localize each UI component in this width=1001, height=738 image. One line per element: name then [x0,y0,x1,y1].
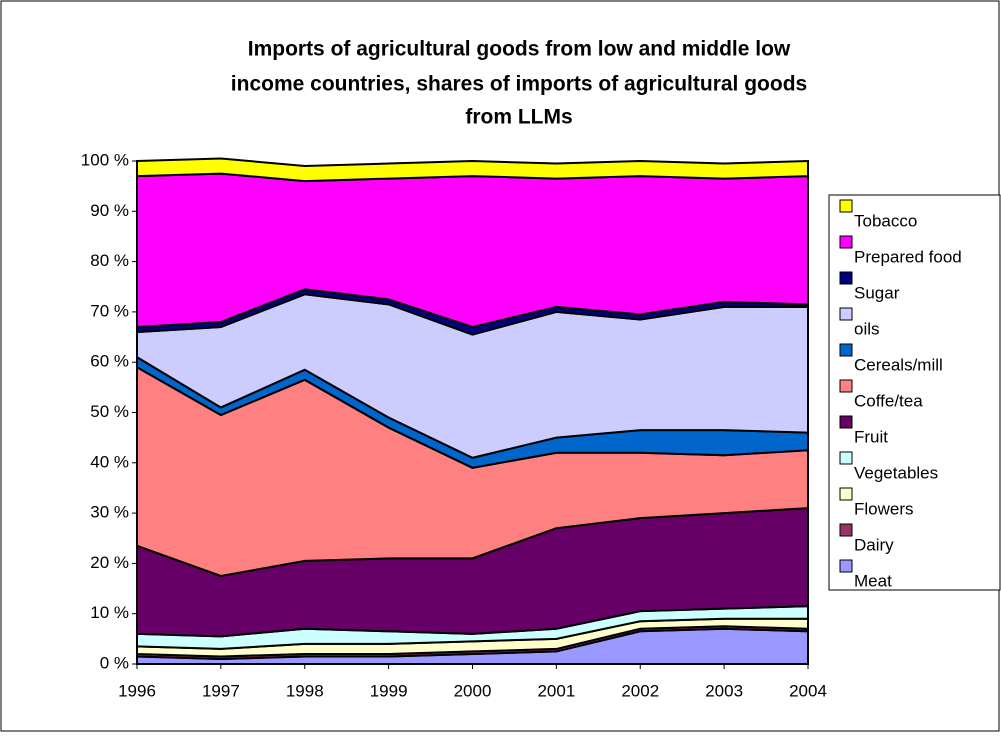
y-tick-label: 40 % [90,452,129,471]
legend-swatch [839,451,853,465]
y-tick-label: 10 % [90,603,129,622]
y-tick-label: 30 % [90,503,129,522]
legend [828,194,1001,591]
y-tick-label: 70 % [90,301,129,320]
y-tick-label: 0 % [100,653,129,672]
legend-label: oils [854,319,880,338]
legend-swatch [839,415,853,429]
chart-title: Imports of agricultural goods from low a… [248,38,791,61]
legend-label: Dairy [854,535,894,554]
y-tick-label: 80 % [90,251,129,270]
x-tick-label: 2000 [454,681,492,700]
area [136,157,809,183]
y-tick-label: 90 % [90,201,129,220]
legend-swatch [839,523,853,537]
legend-label: Prepared food [854,247,962,266]
y-tick-label: 60 % [90,352,129,371]
legend-swatch [839,343,853,357]
legend-label: Meat [854,571,892,590]
legend-label: Vegetables [854,463,938,482]
x-tick-label: 1996 [118,681,156,700]
legend-label: Tobacco [854,211,917,230]
legend-swatch [839,379,853,393]
chart-title: income countries, shares of imports of a… [231,73,807,96]
legend-swatch [839,307,853,321]
legend-swatch [839,559,853,573]
chart-title: from LLMs [465,106,572,129]
legend-label: Sugar [854,283,900,302]
legend-label: Fruit [854,427,888,446]
x-tick-label: 2001 [537,681,575,700]
y-tick-label: 100 % [81,150,129,169]
legend-label: Cereals/mill [854,355,943,374]
x-tick-label: 2003 [705,681,743,700]
legend-label: Coffe/tea [854,391,923,410]
y-tick-label: 50 % [90,402,129,421]
legend-swatch [839,235,853,249]
x-tick-label: 2004 [789,681,827,700]
legend-swatch [839,487,853,501]
y-tick-label: 20 % [90,553,129,572]
legend-swatch [839,199,853,213]
legend-label: Flowers [854,499,914,518]
x-tick-label: 1997 [202,681,240,700]
x-tick-label: 1998 [286,681,324,700]
legend-swatch [839,271,853,285]
x-tick-label: 1999 [370,681,408,700]
x-tick-label: 2002 [621,681,659,700]
area [136,172,809,329]
